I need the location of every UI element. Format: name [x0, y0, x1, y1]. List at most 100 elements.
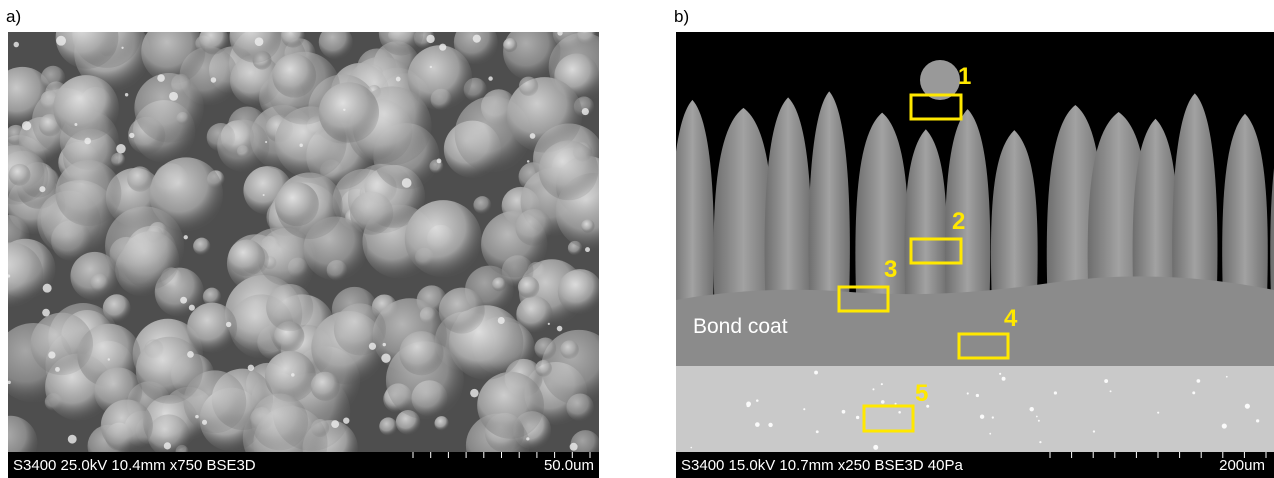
- particle: [526, 437, 529, 440]
- particle: [396, 77, 401, 82]
- grain: [399, 331, 443, 375]
- info-text: S3400 15.0kV 10.7mm x250 BSE3D 40Pa: [681, 457, 964, 474]
- speck: [1245, 404, 1250, 409]
- grain: [148, 414, 190, 456]
- grain: [134, 73, 203, 142]
- panel-label: a): [6, 7, 21, 26]
- particle: [557, 326, 563, 332]
- speck: [1002, 377, 1006, 381]
- grain: [581, 219, 594, 232]
- particle: [184, 235, 188, 239]
- particle: [439, 44, 446, 51]
- particle: [74, 123, 77, 126]
- grain: [539, 141, 599, 201]
- grain: [9, 164, 31, 186]
- particle: [498, 317, 505, 324]
- particle: [22, 121, 31, 130]
- grain: [193, 238, 210, 255]
- region-label: 3: [884, 256, 897, 283]
- grain: [275, 182, 319, 226]
- speck: [768, 423, 772, 427]
- grain: [535, 360, 552, 377]
- micrograph-a: [0, 0, 632, 478]
- grain: [319, 82, 379, 142]
- particle: [343, 418, 349, 424]
- grain: [503, 38, 517, 52]
- particle: [383, 343, 386, 346]
- micrograph-b: [671, 32, 1274, 452]
- particle: [530, 133, 536, 139]
- grain: [492, 277, 506, 291]
- speck: [755, 422, 760, 427]
- speck: [1039, 441, 1041, 443]
- particle: [39, 186, 45, 192]
- particle: [169, 92, 178, 101]
- speck: [992, 416, 994, 418]
- grain: [281, 24, 304, 47]
- speck: [898, 411, 901, 414]
- particle: [43, 284, 52, 293]
- particle: [430, 66, 432, 68]
- grain: [266, 284, 313, 331]
- particle: [164, 442, 171, 449]
- info-text: S3400 25.0kV 10.4mm x750 BSE3D: [13, 457, 256, 474]
- particle: [226, 322, 231, 327]
- speck: [814, 371, 818, 375]
- speck: [1036, 416, 1038, 418]
- grain: [534, 337, 556, 359]
- panel-label: b): [674, 7, 689, 26]
- grain: [477, 372, 544, 439]
- particle: [48, 351, 55, 358]
- particle: [437, 159, 442, 164]
- particle: [473, 35, 481, 43]
- grain: [473, 196, 491, 214]
- speck: [1226, 376, 1228, 378]
- speck: [1222, 423, 1227, 428]
- particle: [582, 108, 589, 115]
- grain: [519, 77, 538, 96]
- grain: [251, 393, 308, 450]
- grain: [379, 417, 397, 435]
- grain: [228, 239, 265, 276]
- speck: [881, 400, 885, 404]
- grain: [272, 54, 316, 98]
- particle: [68, 435, 77, 444]
- particle: [157, 74, 165, 82]
- speck: [881, 383, 883, 385]
- region-label: 1: [958, 63, 971, 90]
- speck: [976, 394, 979, 397]
- particle: [381, 353, 390, 362]
- speck: [1029, 407, 1033, 411]
- speck: [803, 408, 805, 410]
- particle: [402, 178, 412, 188]
- region-label: 2: [952, 208, 965, 235]
- speck: [989, 433, 991, 435]
- particle: [195, 415, 199, 419]
- speck: [690, 447, 692, 449]
- speck: [1104, 379, 1108, 383]
- scale-text: 50.0um: [544, 457, 594, 474]
- page: a) b) S3400 25.0kV 10.4mm x750 BSE3D 50.…: [0, 0, 1274, 478]
- speck: [873, 445, 878, 450]
- grain: [405, 200, 482, 277]
- particle: [585, 247, 590, 252]
- particle: [248, 365, 254, 371]
- speck: [1197, 379, 1201, 383]
- grain: [311, 372, 340, 401]
- speck: [1054, 391, 1057, 394]
- grain: [230, 11, 282, 63]
- grain: [199, 25, 229, 55]
- grain: [560, 340, 579, 359]
- speck: [816, 430, 819, 433]
- speck: [1256, 419, 1259, 422]
- particle: [291, 373, 295, 377]
- particle: [187, 351, 194, 358]
- grain: [439, 288, 485, 334]
- texture: [0, 0, 632, 478]
- particle: [202, 420, 207, 425]
- grain: [56, 6, 119, 69]
- annotation: Bond coat: [693, 315, 788, 338]
- speck: [1192, 391, 1195, 394]
- particle: [84, 138, 91, 145]
- speck: [1157, 412, 1159, 414]
